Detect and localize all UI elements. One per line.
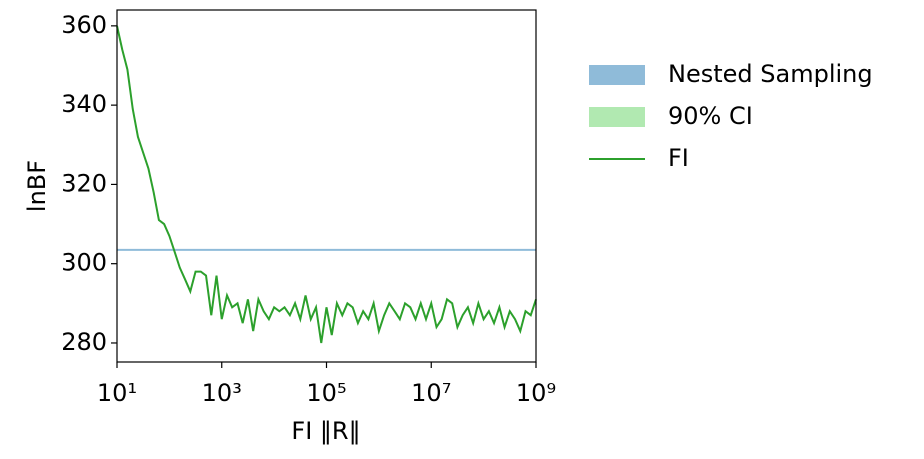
y-tick-label: 340 — [61, 90, 107, 118]
legend-swatch — [589, 107, 645, 127]
legend-label: 90% CI — [668, 102, 753, 130]
x-tick-label: 10¹ — [97, 379, 137, 407]
x-tick-label: 10⁵ — [306, 379, 346, 407]
x-tick-label: 10⁷ — [411, 379, 451, 407]
line-series — [116, 25, 537, 344]
y-axis-label: lnBF — [23, 160, 51, 212]
legend-swatch — [589, 65, 645, 85]
y-tick-label: 280 — [61, 328, 107, 356]
legend-label: FI — [668, 144, 689, 172]
plot-frame — [116, 9, 537, 363]
x-axis-label: FI ‖R‖ — [291, 417, 360, 445]
x-tick-label: 10³ — [202, 379, 242, 407]
legend-label: Nested Sampling — [668, 60, 873, 88]
y-tick-label: 300 — [61, 249, 107, 277]
x-tick-label: 10⁹ — [516, 379, 556, 407]
y-tick-label: 360 — [61, 11, 107, 39]
y-tick-label: 320 — [61, 169, 107, 197]
